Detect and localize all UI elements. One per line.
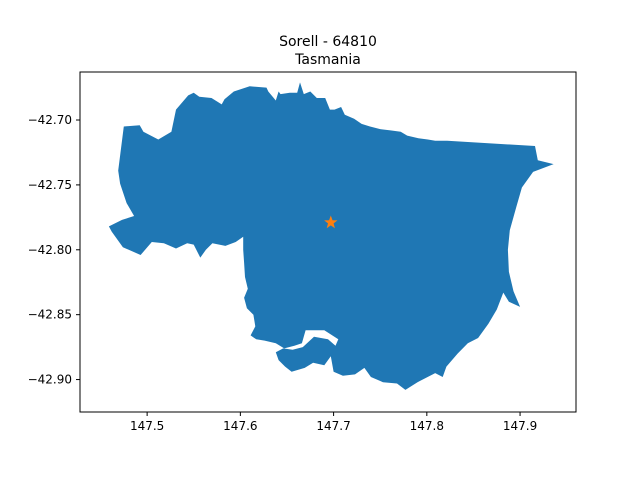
x-axis: 147.5 147.6 147.7 147.8 147.9 <box>130 412 537 433</box>
region-boundary <box>108 82 554 390</box>
location-star-marker <box>324 215 338 229</box>
y-tick-label: −42.80 <box>28 243 72 257</box>
x-tick-label: 147.5 <box>130 419 164 433</box>
chart-subtitle: Tasmania <box>294 52 361 68</box>
x-tick-label: 147.7 <box>316 419 350 433</box>
chart-title: Sorell - 64810 <box>279 34 377 50</box>
axes-frame <box>79 71 577 413</box>
x-tick-label: 147.6 <box>223 419 257 433</box>
y-axis: −42.70 −42.75 −42.80 −42.85 −42.90 <box>28 113 80 387</box>
x-tick-label: 147.9 <box>503 419 537 433</box>
y-tick-label: −42.75 <box>28 178 72 192</box>
y-tick-label: −42.70 <box>28 113 72 127</box>
x-tick-label: 147.8 <box>410 419 444 433</box>
y-tick-label: −42.90 <box>28 373 72 387</box>
y-tick-label: −42.85 <box>28 308 72 322</box>
plot-area <box>108 82 554 390</box>
